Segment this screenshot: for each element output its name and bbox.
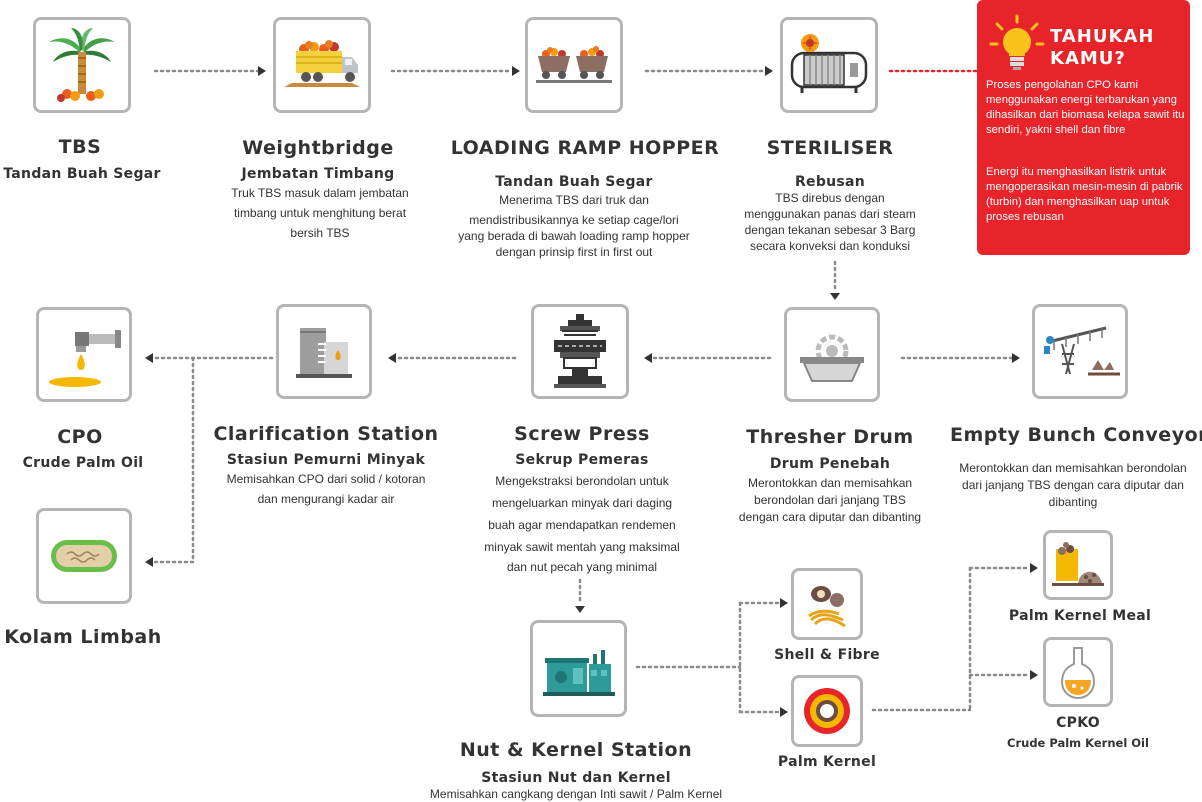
thresher-drum-box	[784, 307, 880, 402]
callout-paragraph-2: Energi itu menghasilkan listrik untuk me…	[986, 166, 1183, 223]
kolam-box	[36, 508, 132, 604]
thresher-title: Thresher Drum	[746, 426, 914, 448]
clarification-desc-1: Memisahkan CPO dari solid / kotoran	[226, 472, 426, 486]
thresher-drum-icon	[800, 334, 864, 382]
screw-press-subtitle: Sekrup Pemeras	[515, 452, 649, 468]
screw-press-desc-3: buah agar mendapatkan rendemen	[488, 518, 676, 532]
weightbridge-desc-2: timbang untuk menghitung berat	[233, 206, 407, 220]
oil-tap-icon	[49, 329, 121, 387]
empty-bunch-desc-3: dibanting	[1048, 495, 1098, 509]
thresher-desc-2: berondolan dari janjang TBS	[754, 493, 906, 507]
kernel-meal-icon	[1052, 542, 1104, 586]
weightbridge-desc-3: bersih TBS	[290, 226, 350, 240]
kolam-title: Kolam Limbah	[4, 626, 162, 648]
screw-press-box	[531, 304, 629, 399]
thresher-subtitle: Drum Penebah	[769, 456, 891, 472]
clarification-subtitle: Stasiun Pemurni Minyak	[226, 452, 426, 468]
thresher-desc-3: dengan cara diputar dan dibanting	[738, 510, 922, 524]
screw-press-desc-2: mengeluarkan minyak dari daging	[491, 496, 673, 510]
loading-ramp-title: LOADING RAMP HOPPER	[450, 137, 720, 159]
cpko-subtitle: Crude Palm Kernel Oil	[1007, 736, 1149, 750]
loading-ramp-box	[525, 17, 623, 113]
empty-bunch-desc-1: Merontokkan dan memisahkan berondolan	[959, 461, 1187, 475]
did-you-know-callout: TAHUKAH KAMU? Proses pengolahan CPO kami…	[977, 0, 1190, 255]
thresher-desc-1: Merontokkan dan memisahkan	[747, 476, 913, 490]
shell-fibre-icon	[808, 586, 846, 628]
weightbridge-box	[273, 17, 371, 113]
flask-icon	[1060, 647, 1096, 700]
shell-fibre-title: Shell & Fibre	[774, 647, 880, 663]
loading-ramp-subtitle: Tandan Buah Segar	[495, 174, 653, 190]
steriliser-desc-4: secara konveksi dan konduksi	[749, 239, 911, 253]
nut-kernel-subtitle: Stasiun Nut dan Kernel	[481, 770, 671, 786]
clarification-title: Clarification Station	[213, 423, 439, 445]
tbs-box	[33, 17, 131, 113]
lorry-carts-icon	[536, 46, 612, 83]
cpko-title: CPKO	[1056, 715, 1100, 731]
weightbridge-subtitle: Jembatan Timbang	[241, 166, 395, 182]
nut-kernel-machine-icon	[542, 649, 615, 696]
truck-icon	[284, 40, 360, 87]
clarification-box	[276, 304, 372, 399]
pkm-box	[1043, 530, 1113, 600]
empty-bunch-box	[1032, 304, 1128, 399]
palm-kernel-box	[791, 675, 863, 747]
clarification-desc-2: dan mengurangi kadar air	[257, 492, 395, 506]
steriliser-subtitle: Rebusan	[794, 174, 866, 190]
steriliser-title: STERILISER	[766, 137, 894, 159]
steriliser-box	[780, 17, 878, 113]
weightbridge-title: Weightbridge	[242, 137, 394, 159]
clarification-tank-icon	[296, 327, 352, 378]
steriliser-desc-3: dengan tekanan sebesar 3 Barg	[744, 223, 916, 237]
loading-ramp-desc-1: Menerima TBS dari truk dan	[499, 193, 649, 207]
tbs-subtitle: Tandan Buah Segar	[3, 166, 161, 182]
steriliser-desc-1: TBS direbus dengan	[775, 191, 885, 205]
screw-press-icon	[554, 313, 606, 388]
weightbridge-desc-1: Truk TBS masuk dalam jembatan	[231, 186, 409, 200]
loading-ramp-desc-3: yang berada di bawah loading ramp hopper	[458, 229, 690, 243]
empty-bunch-title: Empty Bunch Conveyor	[950, 424, 1202, 446]
cpo-subtitle: Crude Palm Oil	[22, 455, 144, 471]
screw-press-desc-5: dan nut pecah yang minimal	[506, 560, 658, 574]
screw-press-title: Screw Press	[514, 423, 650, 445]
pkm-title: Palm Kernel Meal	[1008, 608, 1152, 624]
callout-title: TAHUKAH KAMU?	[1050, 26, 1155, 69]
cpo-box	[36, 307, 132, 402]
empty-bunch-desc-2: dari janjang TBS dengan cara diputar dan	[962, 478, 1184, 492]
loading-ramp-desc-4: dengan prinsip first in first out	[495, 245, 653, 259]
nut-kernel-title: Nut & Kernel Station	[459, 739, 693, 761]
nut-kernel-desc: Memisahkan cangkang dengan Inti sawit / …	[429, 787, 723, 801]
conveyor-icon	[1044, 326, 1120, 375]
callout-paragraph-1: Proses pengolahan CPO kami menggunakan e…	[986, 79, 1185, 136]
nut-kernel-box	[530, 620, 627, 717]
palm-tree-icon	[49, 28, 115, 102]
steriliser-desc-2: menggunakan panas dari steam	[744, 207, 916, 221]
cpo-title: CPO	[57, 426, 103, 448]
screw-press-desc-1: Mengekstraksi berondolan untuk	[495, 474, 669, 488]
loading-ramp-desc-2: mendistribusikannya ke setiap cage/lori	[469, 213, 679, 227]
tbs-title: TBS	[58, 136, 102, 158]
palm-kernel-title: Palm Kernel	[777, 754, 877, 770]
cpko-box	[1043, 637, 1113, 707]
palm-kernel-icon	[804, 688, 850, 734]
waste-pond-icon	[51, 540, 117, 572]
lightbulb-icon	[989, 14, 1045, 70]
shell-fibre-box	[791, 568, 863, 640]
steriliser-tank-icon	[790, 34, 868, 93]
screw-press-desc-4: minyak sawit mentah yang maksimal	[484, 540, 680, 554]
